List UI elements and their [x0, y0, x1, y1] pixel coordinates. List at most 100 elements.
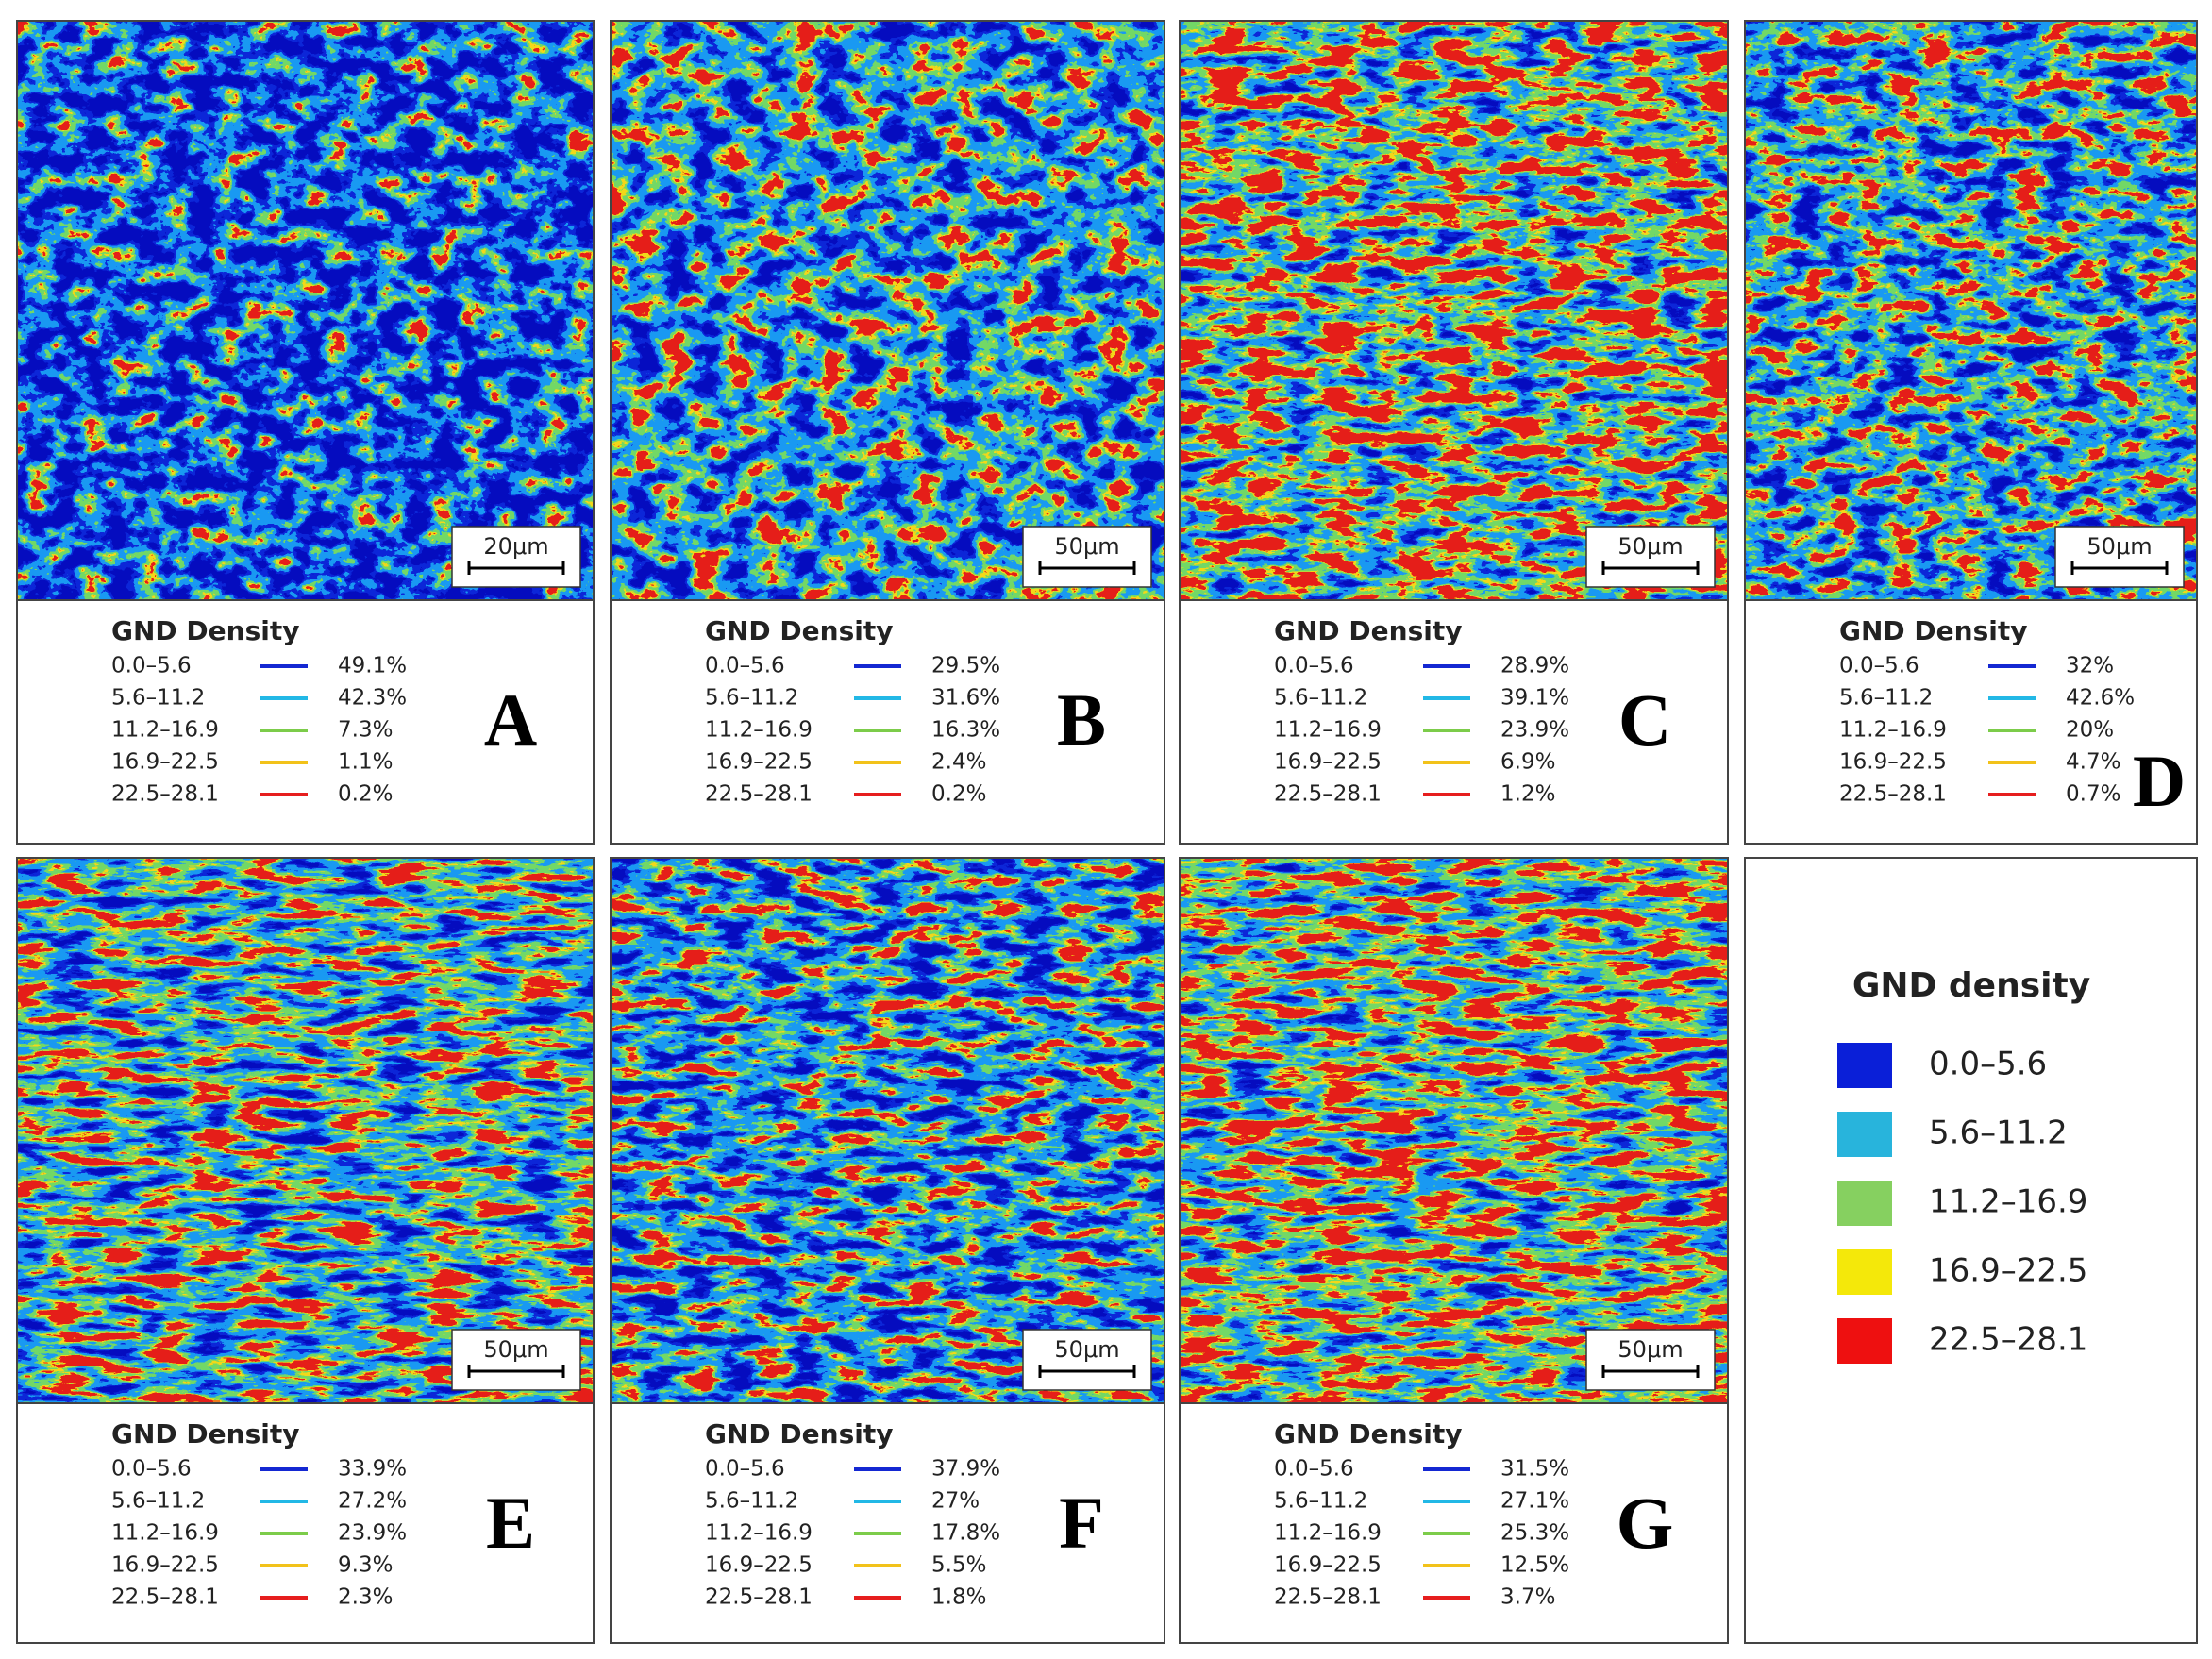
legend-value: 25.3%: [1500, 1521, 1569, 1546]
legend-value: 16.3%: [931, 718, 1000, 743]
legend-value: 42.3%: [338, 686, 407, 711]
key-box: [1744, 857, 2198, 1644]
legend-range: 11.2–16.9: [1274, 718, 1382, 743]
scale-bar-label: 50μm: [1054, 533, 1119, 560]
gnd-map: [1180, 21, 1728, 600]
legend-range: 16.9–22.5: [111, 1553, 219, 1578]
scale-bar-label: 50μm: [483, 1336, 548, 1363]
legend-title: GND Density: [1274, 1418, 1462, 1450]
legend-range: 11.2–16.9: [1274, 1521, 1382, 1546]
legend-value: 31.5%: [1500, 1457, 1569, 1482]
legend-title: GND Density: [705, 615, 893, 646]
legend-range: 11.2–16.9: [111, 1521, 219, 1546]
legend-value: 5.5%: [931, 1553, 986, 1578]
legend-value: 27%: [931, 1489, 980, 1514]
gnd-map: [611, 858, 1165, 1403]
legend-range: 11.2–16.9: [705, 718, 813, 743]
legend-range: 0.0–5.6: [1839, 654, 1919, 679]
panel-label: A: [484, 679, 537, 761]
legend-value: 12.5%: [1500, 1553, 1569, 1578]
legend-value: 42.6%: [2066, 686, 2135, 711]
legend-title: GND Density: [705, 1418, 893, 1450]
legend-value: 2.3%: [338, 1585, 393, 1610]
legend-box: [16, 1402, 595, 1644]
legend-range: 5.6–11.2: [705, 686, 798, 711]
scale-bar: [467, 1365, 565, 1378]
legend-range: 11.2–16.9: [1839, 718, 1947, 743]
scale-bar: [2070, 561, 2169, 575]
scale-bar-label: 50μm: [1054, 1336, 1119, 1363]
legend-range: 0.0–5.6: [705, 1457, 785, 1482]
scale-bar-label: 20μm: [483, 533, 548, 560]
panel-label: G: [1617, 1482, 1674, 1564]
legend-value: 49.1%: [338, 654, 407, 679]
legend-range: 22.5–28.1: [705, 782, 813, 807]
legend-range: 0.0–5.6: [1274, 1457, 1354, 1482]
legend-value: 1.2%: [1500, 782, 1555, 807]
key-swatch: [1837, 1112, 1892, 1157]
key-label: 22.5–28.1: [1929, 1321, 2087, 1359]
legend-value: 20%: [2066, 718, 2114, 743]
gnd-map: [17, 858, 594, 1403]
legend-box: [610, 599, 1165, 845]
key-swatch: [1837, 1043, 1892, 1088]
scale-bar-box: [1585, 526, 1716, 588]
legend-range: 5.6–11.2: [705, 1489, 798, 1514]
key-label: 5.6–11.2: [1929, 1114, 2068, 1152]
scale-bar-label: 50μm: [1617, 1336, 1683, 1363]
legend-value: 33.9%: [338, 1457, 407, 1482]
scale-bar-box: [451, 1329, 581, 1391]
scale-bar: [1038, 561, 1136, 575]
key-swatch: [1837, 1249, 1892, 1295]
legend-value: 0.7%: [2066, 782, 2120, 807]
legend-range: 16.9–22.5: [705, 1553, 813, 1578]
key-swatch: [1837, 1318, 1892, 1364]
legend-value: 32%: [2066, 654, 2114, 679]
legend-box: [1744, 599, 2198, 845]
panel-label: E: [486, 1482, 535, 1564]
scale-bar-box: [1022, 1329, 1152, 1391]
legend-value: 2.4%: [931, 750, 986, 775]
scale-bar: [467, 561, 565, 575]
legend-range: 5.6–11.2: [111, 1489, 205, 1514]
legend-value: 37.9%: [931, 1457, 1000, 1482]
legend-value: 27.2%: [338, 1489, 407, 1514]
legend-box: [16, 599, 595, 845]
legend-value: 4.7%: [2066, 750, 2120, 775]
legend-value: 23.9%: [338, 1521, 407, 1546]
legend-range: 22.5–28.1: [1274, 782, 1382, 807]
legend-value: 27.1%: [1500, 1489, 1569, 1514]
legend-range: 16.9–22.5: [111, 750, 219, 775]
legend-value: 23.9%: [1500, 718, 1569, 743]
key-title: GND density: [1852, 966, 2090, 1005]
legend-range: 16.9–22.5: [1274, 750, 1382, 775]
scale-bar: [1601, 1365, 1700, 1378]
legend-range: 22.5–28.1: [111, 1585, 219, 1610]
legend-box: [1179, 599, 1729, 845]
legend-value: 7.3%: [338, 718, 393, 743]
legend-range: 5.6–11.2: [1274, 686, 1367, 711]
panel-label: B: [1057, 679, 1106, 761]
legend-value: 1.8%: [931, 1585, 986, 1610]
scale-bar-label: 50μm: [2086, 533, 2152, 560]
legend-value: 6.9%: [1500, 750, 1555, 775]
gnd-map: [1180, 858, 1728, 1403]
legend-range: 16.9–22.5: [705, 750, 813, 775]
legend-title: GND Density: [111, 1418, 299, 1450]
legend-range: 0.0–5.6: [111, 1457, 192, 1482]
legend-range: 0.0–5.6: [1274, 654, 1354, 679]
legend-range: 0.0–5.6: [111, 654, 192, 679]
legend-range: 22.5–28.1: [1839, 782, 1947, 807]
legend-value: 17.8%: [931, 1521, 1000, 1546]
scale-bar-box: [451, 526, 581, 588]
legend-value: 9.3%: [338, 1553, 393, 1578]
legend-range: 5.6–11.2: [1274, 1489, 1367, 1514]
legend-range: 5.6–11.2: [1839, 686, 1933, 711]
key-label: 0.0–5.6: [1929, 1046, 2047, 1083]
scale-bar-label: 50μm: [1617, 533, 1683, 560]
legend-value: 28.9%: [1500, 654, 1569, 679]
key-label: 16.9–22.5: [1929, 1252, 2087, 1290]
legend-title: GND Density: [1274, 615, 1462, 646]
